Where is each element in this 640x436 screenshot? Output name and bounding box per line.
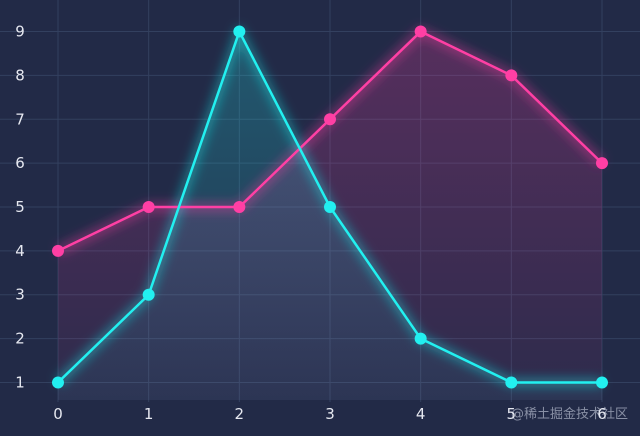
watermark-text: @稀土掘金技术社区 [510, 407, 628, 422]
y-tick-label: 8 [15, 66, 25, 84]
x-tick-label: 1 [144, 405, 154, 423]
data-point [414, 25, 427, 38]
y-tick-label: 2 [15, 330, 25, 348]
data-point [142, 288, 155, 301]
data-point [505, 376, 518, 389]
y-tick-label: 3 [15, 286, 25, 304]
data-point [505, 69, 518, 82]
data-point [596, 376, 608, 389]
data-point [414, 332, 427, 345]
y-tick-label: 5 [15, 198, 25, 216]
x-tick-label: 0 [53, 405, 63, 423]
data-points [52, 25, 608, 389]
x-tick-label: 6 [597, 405, 607, 423]
x-tick-label: 4 [416, 405, 426, 423]
y-tick-label: 6 [15, 154, 25, 172]
data-point [52, 376, 64, 389]
data-point [52, 244, 64, 257]
y-tick-label: 7 [15, 110, 25, 128]
data-point [233, 25, 246, 38]
y-axis-ticks: 1 2 3 4 5 6 7 8 9 [15, 23, 25, 392]
x-tick-label: 5 [507, 405, 517, 423]
data-point [142, 201, 155, 213]
data-point [596, 157, 608, 170]
x-tick-label: 3 [325, 405, 335, 423]
y-tick-label: 9 [15, 23, 25, 41]
x-axis-ticks: 0 1 2 3 4 5 6 [53, 405, 607, 423]
data-point [324, 113, 336, 126]
data-point [233, 201, 246, 213]
y-tick-label: 4 [15, 242, 25, 260]
y-tick-label: 1 [15, 373, 25, 391]
x-tick-label: 2 [235, 405, 245, 423]
data-point [324, 201, 336, 213]
